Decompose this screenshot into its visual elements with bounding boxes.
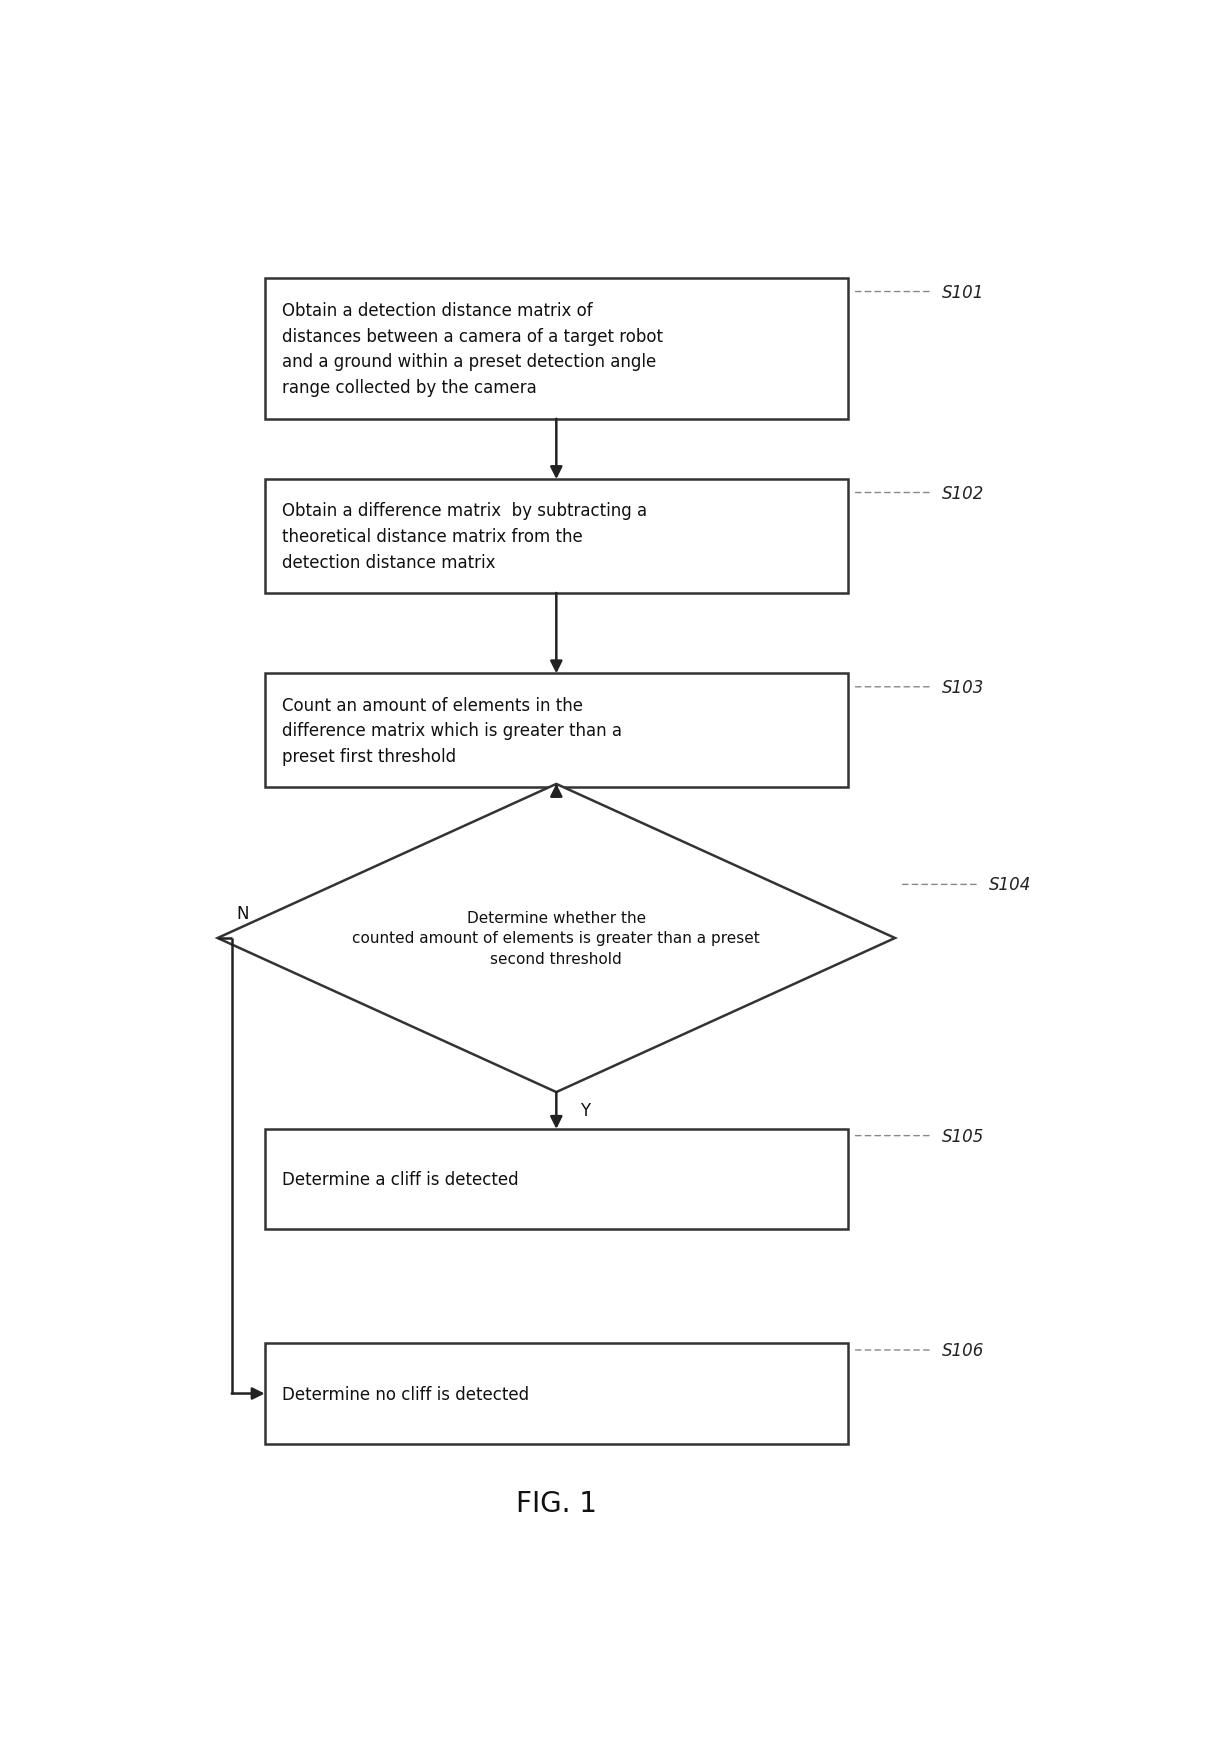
Text: FIG. 1: FIG. 1 [516,1490,597,1518]
Text: Determine whether the
counted amount of elements is greater than a preset
second: Determine whether the counted amount of … [352,911,760,967]
FancyBboxPatch shape [265,480,847,593]
FancyBboxPatch shape [265,278,847,419]
Polygon shape [217,784,895,1092]
Text: S106: S106 [942,1341,985,1360]
Text: Count an amount of elements in the
difference matrix which is greater than a
pre: Count an amount of elements in the diffe… [282,696,622,765]
Text: Determine a cliff is detected: Determine a cliff is detected [282,1170,518,1188]
Text: Determine no cliff is detected: Determine no cliff is detected [282,1384,529,1403]
FancyBboxPatch shape [265,1129,847,1229]
Text: N: N [237,904,249,922]
Text: S103: S103 [942,678,985,696]
Text: Y: Y [580,1103,590,1120]
Text: S101: S101 [942,283,985,301]
Text: S104: S104 [989,876,1032,894]
Text: S105: S105 [942,1127,985,1144]
Text: S102: S102 [942,483,985,503]
Text: Obtain a difference matrix  by subtracting a
theoretical distance matrix from th: Obtain a difference matrix by subtractin… [282,503,647,572]
Text: Obtain a detection distance matrix of
distances between a camera of a target rob: Obtain a detection distance matrix of di… [282,303,663,396]
FancyBboxPatch shape [265,1344,847,1443]
FancyBboxPatch shape [265,675,847,788]
